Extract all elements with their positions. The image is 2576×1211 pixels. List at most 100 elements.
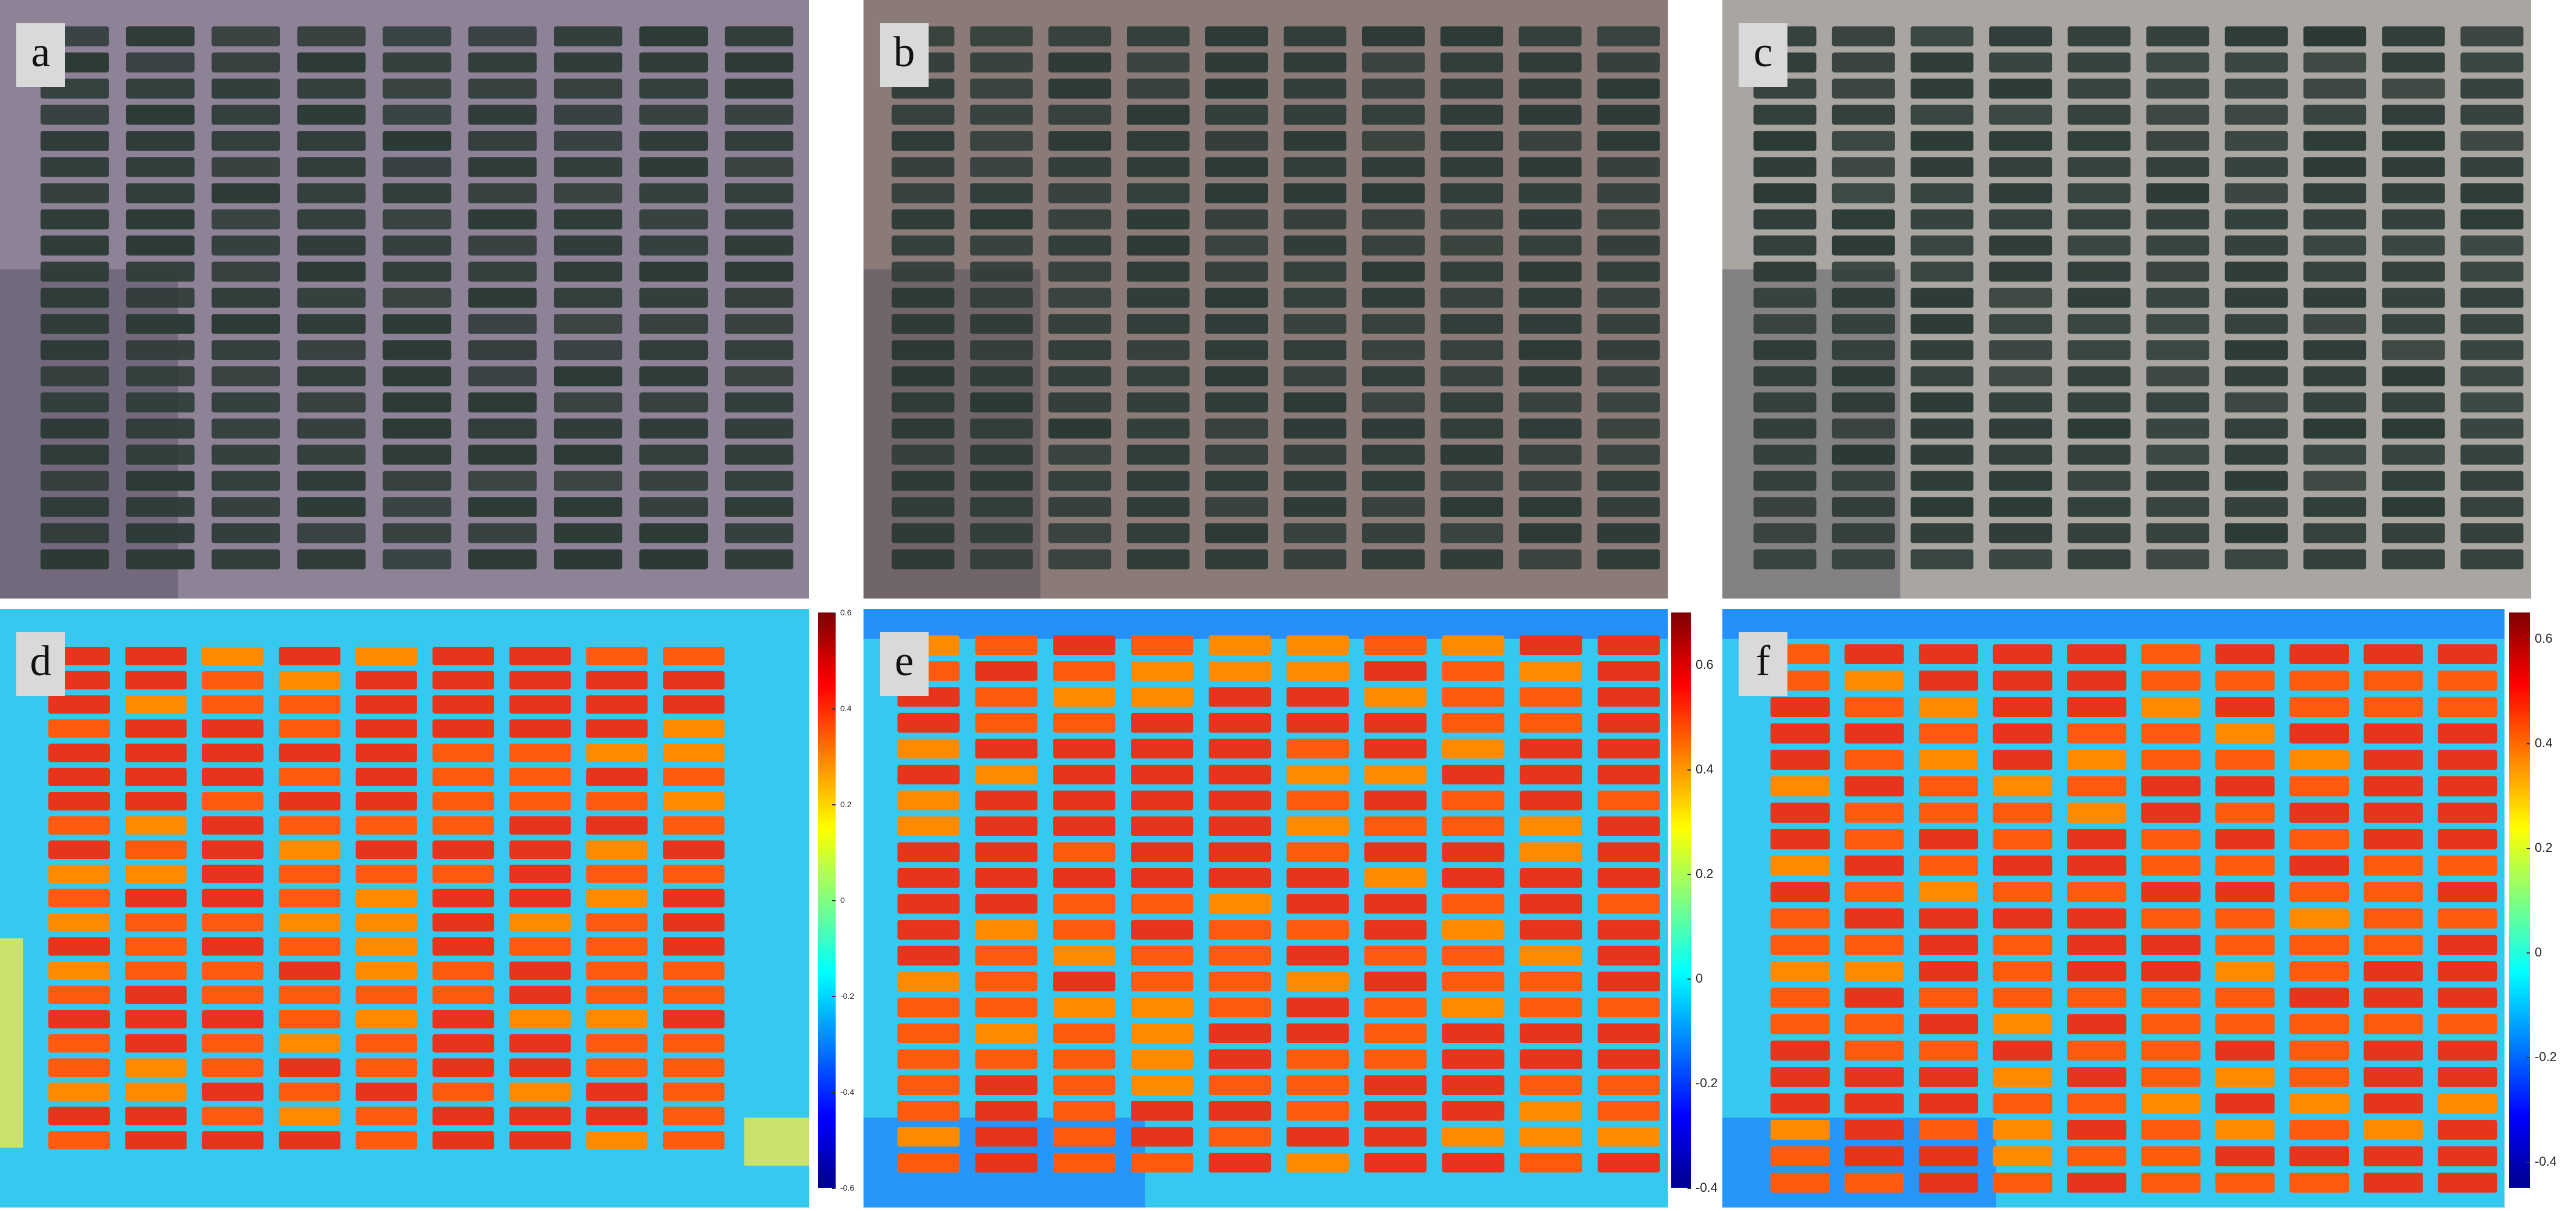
field-plot — [1364, 1127, 1427, 1147]
field-plot — [586, 1083, 648, 1101]
field-plot — [2141, 961, 2201, 981]
field-plot — [1832, 418, 1895, 439]
field-plot — [468, 131, 537, 151]
field-plot — [1131, 687, 1194, 707]
colorbar-tick-mark — [832, 1188, 836, 1189]
field-plot — [639, 523, 708, 543]
field-plot — [2068, 183, 2131, 203]
field-plot — [2438, 1120, 2498, 1140]
field-plot — [202, 1010, 264, 1029]
field-plot — [212, 209, 280, 230]
field-plot — [586, 695, 648, 714]
field-plot — [1832, 78, 1895, 99]
field-plot — [1053, 1023, 1116, 1044]
field-plot — [2146, 392, 2209, 413]
field-plot — [297, 235, 366, 256]
field-plot — [1832, 288, 1895, 308]
field-plot — [897, 997, 960, 1017]
field-plot — [975, 1152, 1038, 1173]
field-plot — [891, 392, 955, 413]
field-plot — [1440, 523, 1503, 543]
field-plot — [356, 888, 417, 908]
field-plot — [1362, 235, 1425, 256]
field-plot — [1520, 661, 1582, 681]
field-plot — [639, 131, 708, 151]
field-plot — [586, 719, 648, 738]
field-plot — [2224, 497, 2288, 517]
field-plot — [2303, 235, 2367, 256]
field-plot — [509, 719, 571, 738]
field-plot — [1597, 471, 1660, 491]
field-plot — [356, 743, 417, 762]
field-plot — [297, 261, 366, 282]
field-plot — [125, 768, 187, 786]
field-plot — [2067, 776, 2127, 797]
field-plot — [1442, 1101, 1504, 1121]
field-plot — [1918, 987, 1979, 1008]
field-plot — [1753, 235, 1817, 256]
field-plot — [2215, 697, 2275, 717]
field-plot — [382, 235, 452, 256]
field-plot — [1753, 314, 1817, 334]
field-plot — [202, 913, 264, 931]
field-plot — [1048, 26, 1112, 46]
field-plot — [125, 1131, 187, 1149]
field-plot — [278, 865, 341, 883]
field-plot — [1048, 105, 1112, 125]
field-plot — [975, 712, 1038, 733]
field-plot — [2146, 209, 2209, 230]
field-plot — [2363, 882, 2423, 902]
field-plot — [554, 418, 622, 439]
field-plot — [2141, 1120, 2201, 1140]
field-plot — [1127, 183, 1190, 203]
panel-d-index-map: d — [0, 609, 809, 1208]
field-plot — [554, 235, 622, 256]
field-plot — [48, 1034, 110, 1053]
field-plot — [2303, 209, 2367, 230]
field-plot — [725, 340, 794, 360]
field-plot — [126, 183, 195, 203]
field-plot — [1362, 497, 1425, 517]
field-plot — [1597, 997, 1660, 1017]
field-plot — [1918, 802, 1979, 823]
field-plot — [1364, 790, 1427, 811]
field-plot — [2460, 261, 2524, 282]
field-plot — [1597, 235, 1660, 256]
field-plot — [639, 314, 708, 334]
field-plot — [1208, 1152, 1271, 1173]
field-plot — [897, 1075, 960, 1095]
field-plot — [2460, 209, 2524, 230]
field-plot — [1597, 1049, 1660, 1069]
field-plot — [2067, 908, 2127, 929]
field-plot — [1205, 288, 1269, 308]
field-plot — [2141, 670, 2201, 691]
field-plot — [1286, 972, 1349, 991]
field-plot — [2224, 445, 2288, 465]
field-plot — [2460, 340, 2524, 360]
field-plot — [1844, 1040, 1904, 1061]
colorbar-tick-label: -0.4 — [2535, 1154, 2557, 1169]
field-plot — [1910, 497, 1974, 517]
field-plot — [891, 366, 955, 386]
field-plot — [2363, 670, 2423, 691]
colorbar-tick-label: 0.4 — [2535, 736, 2553, 750]
field-plot — [1918, 1146, 1979, 1167]
field-plot — [1520, 1127, 1582, 1147]
field-plot — [382, 183, 452, 203]
field-plot — [1597, 739, 1660, 759]
field-plot — [2460, 497, 2524, 517]
field-plot — [2224, 418, 2288, 439]
field-plot — [2460, 131, 2524, 151]
field-plot — [2141, 908, 2201, 929]
field-plot — [1910, 523, 1974, 543]
field-plot — [1597, 288, 1660, 308]
field-plot — [2303, 549, 2367, 569]
field-plot — [1283, 131, 1346, 151]
field-plot — [1518, 261, 1582, 282]
field-plot — [1048, 288, 1112, 308]
field-plot — [1597, 366, 1660, 386]
field-plot — [2289, 750, 2349, 770]
field-plot — [1518, 183, 1582, 203]
field-plot — [975, 894, 1038, 914]
field-plot — [639, 549, 708, 569]
